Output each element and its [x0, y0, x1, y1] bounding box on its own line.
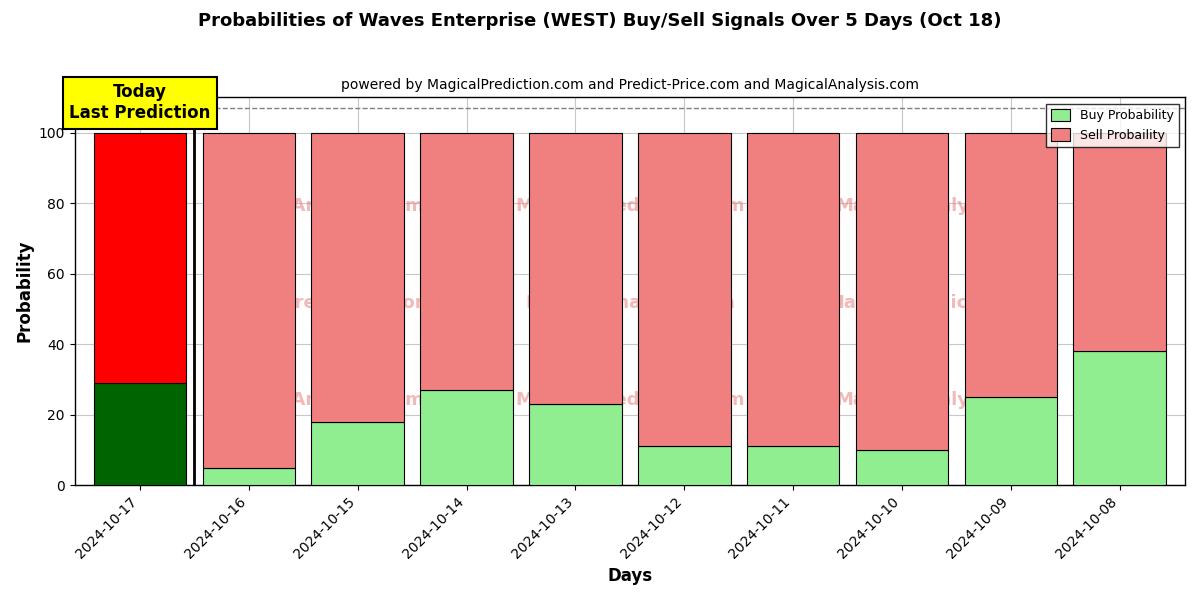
- Text: MagicalAnalysis.com: MagicalAnalysis.com: [835, 391, 1045, 409]
- Bar: [529, 133, 622, 404]
- Bar: [746, 133, 839, 446]
- Bar: [203, 133, 295, 467]
- Bar: [856, 133, 948, 450]
- Text: MagicalAnalysis.com: MagicalAnalysis.com: [214, 197, 424, 215]
- Bar: [94, 133, 186, 383]
- Bar: [312, 422, 404, 485]
- Legend: Buy Probability, Sell Probaility: Buy Probability, Sell Probaility: [1046, 104, 1178, 147]
- Text: MagicalPrediction.com: MagicalPrediction.com: [826, 294, 1056, 312]
- X-axis label: Days: Days: [607, 567, 653, 585]
- Text: Probabilities of Waves Enterprise (WEST) Buy/Sell Signals Over 5 Days (Oct 18): Probabilities of Waves Enterprise (WEST)…: [198, 12, 1002, 30]
- Text: MagicalAnalysis.com: MagicalAnalysis.com: [524, 294, 734, 312]
- Bar: [420, 133, 512, 390]
- Bar: [965, 397, 1057, 485]
- Text: MagicalPrediction.com: MagicalPrediction.com: [204, 294, 433, 312]
- Bar: [94, 383, 186, 485]
- Text: MagicalPrediction.com: MagicalPrediction.com: [515, 197, 744, 215]
- Bar: [1074, 351, 1166, 485]
- Text: MagicalAnalysis.com: MagicalAnalysis.com: [214, 391, 424, 409]
- Bar: [203, 467, 295, 485]
- Text: MagicalAnalysis.com: MagicalAnalysis.com: [835, 197, 1045, 215]
- Text: MagicalPrediction.com: MagicalPrediction.com: [515, 391, 744, 409]
- Title: powered by MagicalPrediction.com and Predict-Price.com and MagicalAnalysis.com: powered by MagicalPrediction.com and Pre…: [341, 78, 919, 92]
- Bar: [638, 446, 731, 485]
- Bar: [420, 390, 512, 485]
- Bar: [746, 446, 839, 485]
- Bar: [312, 133, 404, 422]
- Bar: [638, 133, 731, 446]
- Bar: [965, 133, 1057, 397]
- Y-axis label: Probability: Probability: [16, 240, 34, 343]
- Bar: [529, 404, 622, 485]
- Bar: [856, 450, 948, 485]
- Bar: [1074, 133, 1166, 351]
- Text: Today
Last Prediction: Today Last Prediction: [70, 83, 211, 122]
